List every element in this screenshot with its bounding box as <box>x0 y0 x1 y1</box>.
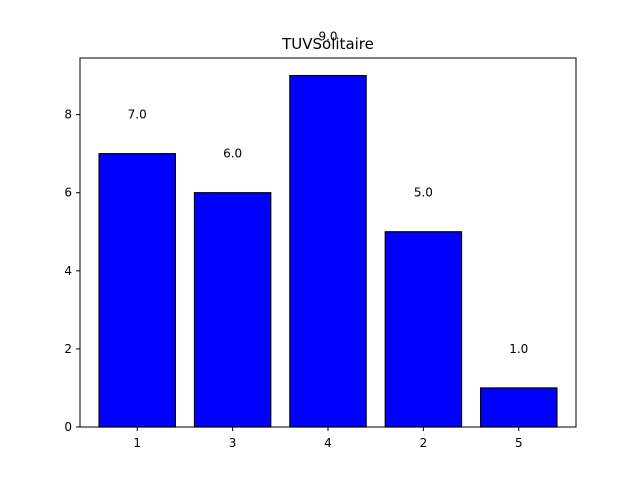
x-tick-label-3: 3 <box>229 436 237 450</box>
bar-5 <box>480 387 558 428</box>
data-label-3: 6.0 <box>223 147 242 161</box>
axes-layer: 1 3 4 2 5 0 2 4 6 8 <box>64 57 577 450</box>
x-tick-label-5: 5 <box>515 436 523 450</box>
y-tick-label-4: 4 <box>64 264 72 278</box>
bars-layer <box>98 74 558 428</box>
data-label-5: 1.0 <box>509 342 528 356</box>
plot-frame <box>79 57 577 428</box>
bar-2 <box>384 231 463 428</box>
data-labels-layer: 7.0 6.0 9.0 5.0 1.0 <box>128 30 529 356</box>
bar-1 <box>98 153 176 428</box>
bar-4 <box>289 74 367 428</box>
x-tick-label-2: 2 <box>420 436 428 450</box>
x-tick-label-4: 4 <box>324 436 332 450</box>
data-label-1: 7.0 <box>128 108 147 122</box>
data-label-4: 9.0 <box>318 30 337 44</box>
y-tick-label-0: 0 <box>64 420 72 434</box>
y-tick-label-8: 8 <box>64 108 72 122</box>
data-label-2: 5.0 <box>414 186 433 200</box>
bar-3 <box>193 192 272 428</box>
y-tick-label-6: 6 <box>64 186 72 200</box>
chart-title: TUVSolitaire <box>281 35 374 53</box>
y-tick-label-2: 2 <box>64 342 72 356</box>
x-tick-label-1: 1 <box>133 436 141 450</box>
